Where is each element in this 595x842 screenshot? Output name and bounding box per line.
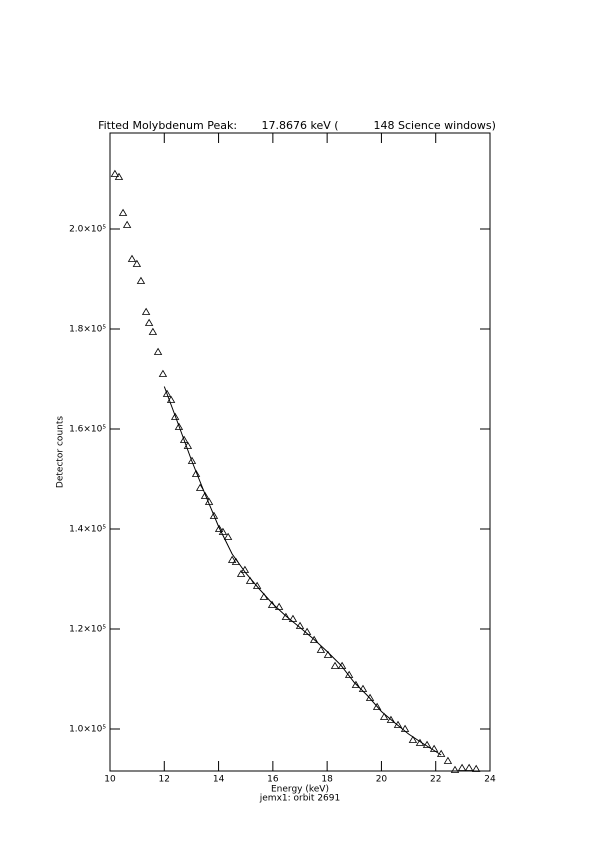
x-tick-label: 12 xyxy=(159,775,170,785)
data-point xyxy=(153,347,163,355)
data-point xyxy=(365,693,375,701)
data-point xyxy=(252,581,262,589)
x-tick-label: 10 xyxy=(104,775,116,785)
data-point xyxy=(122,220,132,228)
y-tick-label: 2.0×10⁵ xyxy=(69,225,106,235)
plot-frame xyxy=(109,132,491,772)
data-point xyxy=(236,569,246,577)
data-point xyxy=(223,532,233,540)
data-point xyxy=(127,254,137,262)
x-tick-label: 16 xyxy=(267,775,279,785)
x-tick-label: 24 xyxy=(484,775,496,785)
data-point xyxy=(337,661,347,669)
data-point xyxy=(191,469,201,477)
data-point xyxy=(372,702,382,710)
data-point xyxy=(281,612,291,620)
data-point xyxy=(209,511,219,519)
data-point xyxy=(227,555,237,563)
data-point xyxy=(179,435,189,443)
y-tick-label: 1.6×10⁵ xyxy=(69,425,106,435)
data-point xyxy=(429,744,439,752)
data-point xyxy=(214,524,224,532)
data-point xyxy=(386,715,396,723)
y-axis-label: Detector counts xyxy=(56,416,66,488)
chart-subtitle: jemx1: orbit 2691 xyxy=(259,794,340,804)
data-point xyxy=(471,764,481,772)
data-point xyxy=(309,635,319,643)
data-point xyxy=(118,208,128,216)
data-point xyxy=(162,389,172,397)
data-point xyxy=(195,483,205,491)
data-point xyxy=(351,680,361,688)
chart-title: Fitted Molybdenum Peak: 17.8676 keV ( 14… xyxy=(98,119,496,132)
data-point xyxy=(379,712,389,720)
data-point xyxy=(450,765,460,773)
data-point xyxy=(200,491,210,499)
data-point xyxy=(144,318,154,326)
x-tick-label: 20 xyxy=(376,775,388,785)
data-point xyxy=(464,763,474,771)
y-tick-label: 1.8×10⁵ xyxy=(69,325,106,335)
data-point xyxy=(344,670,354,678)
data-point xyxy=(187,456,197,464)
data-point xyxy=(170,412,180,420)
data-point xyxy=(408,735,418,743)
data-point xyxy=(132,259,142,267)
x-tick-label: 18 xyxy=(321,775,333,785)
data-point xyxy=(136,276,146,284)
data-point xyxy=(158,369,168,377)
data-point xyxy=(457,763,467,771)
data-point xyxy=(148,327,158,335)
y-tick-label: 1.4×10⁵ xyxy=(69,525,106,535)
y-tick-label: 1.0×10⁵ xyxy=(69,725,106,735)
x-tick-label: 22 xyxy=(430,775,441,785)
data-point xyxy=(141,307,151,315)
x-axis-label: Energy (keV) xyxy=(271,785,329,795)
x-tick-label: 14 xyxy=(213,775,225,785)
fit-line xyxy=(163,386,442,756)
data-point xyxy=(330,661,340,669)
data-point xyxy=(114,172,124,180)
data-point xyxy=(316,645,326,653)
y-tick-label: 1.2×10⁵ xyxy=(69,625,106,635)
data-point xyxy=(110,169,120,177)
data-point xyxy=(443,756,453,764)
data-point xyxy=(174,422,184,430)
